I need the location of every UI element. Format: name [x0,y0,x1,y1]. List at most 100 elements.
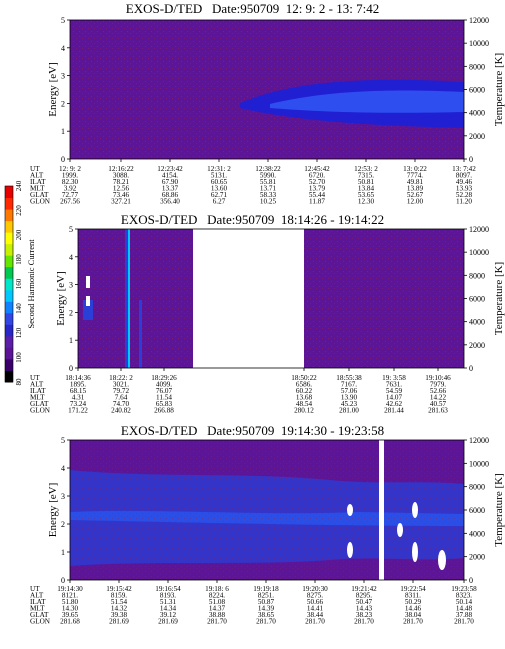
table-cell: 7.64 [115,394,128,402]
panel-2-data-gap [193,229,304,368]
table-cell: 281.68 [60,618,80,626]
table-cell: 12: 9: 2 [59,165,81,173]
table-row-label: GLON [30,198,51,206]
table-cell: 65.83 [156,400,173,408]
energy-tick-label: 4 [69,253,73,262]
table-cell: 19:16:54 [155,585,181,593]
temperature-tick-label: 2000 [469,341,485,350]
table-row-label: GLON [30,407,51,415]
table-cell: 14.30 [62,605,79,613]
energy-tick-label: 3 [61,492,65,501]
energy-axis-label: Energy [eV] [55,271,67,325]
table-cell: 18:14:36 [65,374,91,382]
table-cell: 55.81 [260,178,277,186]
table-cell: 68.86 [162,191,179,199]
table-cell: 12.56 [113,185,130,193]
table-cell: 266.88 [154,407,174,415]
temperature-tick-label: 12000 [469,436,489,445]
energy-tick-label: 2 [61,520,65,529]
table-cell: 281.70 [256,618,276,626]
colorbar-tick-label: 220 [15,205,23,216]
table-cell: 39.65 [62,611,79,619]
table-cell: 12.30 [358,198,375,206]
table-cell: 281.70 [454,618,474,626]
table-cell: 60.22 [296,387,313,395]
temperature-tick-label: 4000 [469,318,485,327]
table-cell: 12:23:42 [157,165,183,173]
panel-2-blob-a [83,300,93,320]
table-cell: 50.29 [405,598,422,606]
table-cell: 4154. [162,172,178,180]
table-cell: 58.33 [260,191,277,199]
table-cell: 3088. [113,172,129,180]
table-cell: 11.20 [456,198,472,206]
table-cell: 12:38:22 [255,165,281,173]
colorbar: 80 100 120 140 160 180 200 220 240 Second Harmoni… [4,180,36,386]
table-cell: 8275. [307,592,323,600]
table-cell: 13.89 [407,185,424,193]
table-cell: 4099. [156,381,172,389]
table-cell: 19: 3:58 [382,374,406,382]
table-cell: 240.82 [111,407,131,415]
table-cell: 3.92 [64,185,77,193]
energy-axis-label: Energy [eV] [47,62,59,116]
table-cell: 14.43 [356,605,373,613]
table-cell: 8251. [258,592,274,600]
panel-3-hole-f [397,523,403,537]
energy-tick-label: 5 [61,16,65,25]
panel-3-hole-c [412,502,418,518]
temperature-tick-label: 0 [469,364,473,373]
table-cell: 11.87 [309,198,325,206]
table-cell: 13.71 [260,185,277,193]
table-cell: 7631. [386,381,402,389]
panel-2-title: EXOS-D/TED Date:950709 18:14:26 - 19:14:… [120,212,385,227]
table-cell: 281.63 [428,407,448,415]
panel-3-spike [379,440,384,580]
table-cell: 79.72 [113,387,130,395]
colorbar-tick-label: 120 [15,327,23,338]
table-cell: 13.37 [162,185,179,193]
table-cell: 19:21:42 [351,585,377,593]
temperature-tick-label: 8000 [469,483,485,492]
table-row-label: ALT [30,172,44,180]
temperature-tick-label: 4000 [469,109,485,118]
colorbar-swatch [5,370,13,383]
colorbar-swatch [5,278,13,291]
temperature-tick-label: 8000 [469,62,485,71]
colorbar-tick-label: 240 [15,180,23,191]
temperature-tick-label: 10000 [469,459,489,468]
energy-tick-label: 3 [61,72,65,81]
colorbar-swatch [5,266,13,279]
energy-tick-label: 1 [61,548,65,557]
colorbar-tick-label: 140 [15,303,23,314]
table-cell: 8224. [209,592,225,600]
table-cell: 327.21 [111,198,131,206]
table-cell: 18:29:26 [151,374,177,382]
temperature-tick-label: 0 [469,155,473,164]
colorbar-swatch [5,347,13,360]
table-cell: 281.00 [339,407,359,415]
temperature-tick-label: 6000 [469,295,485,304]
table-cell: 19:20:30 [302,585,328,593]
colorbar-tick-label: 160 [15,278,23,289]
colorbar-swatch [5,301,13,314]
table-cell: 13.79 [309,185,326,193]
table-cell: 12:31: 2 [207,165,231,173]
panel-3-hole-d [412,542,418,562]
table-cell: 19:15:42 [106,585,132,593]
table-row-label: ALT [30,381,44,389]
colorbar-swatch [5,324,13,337]
panel-2-streak-c [139,300,142,368]
table-cell: 8159. [111,592,127,600]
colorbar-label: Second Harmonic Current [26,239,36,329]
panel-3: 0 1 2 3 4 5 0 2000 4000 6000 8000 10000 12000 Energy … [30,436,505,626]
table-row-label: GLAT [30,611,49,619]
table-cell: 53.65 [358,191,375,199]
energy-tick-label: 4 [61,44,65,53]
colorbar-swatch [5,289,13,302]
table-cell: 7315. [358,172,374,180]
table-cell: 12:53: 2 [354,165,378,173]
colorbar-swatch [5,186,13,199]
table-row-label: UT [30,374,40,382]
table-cell: 38.88 [209,611,226,619]
